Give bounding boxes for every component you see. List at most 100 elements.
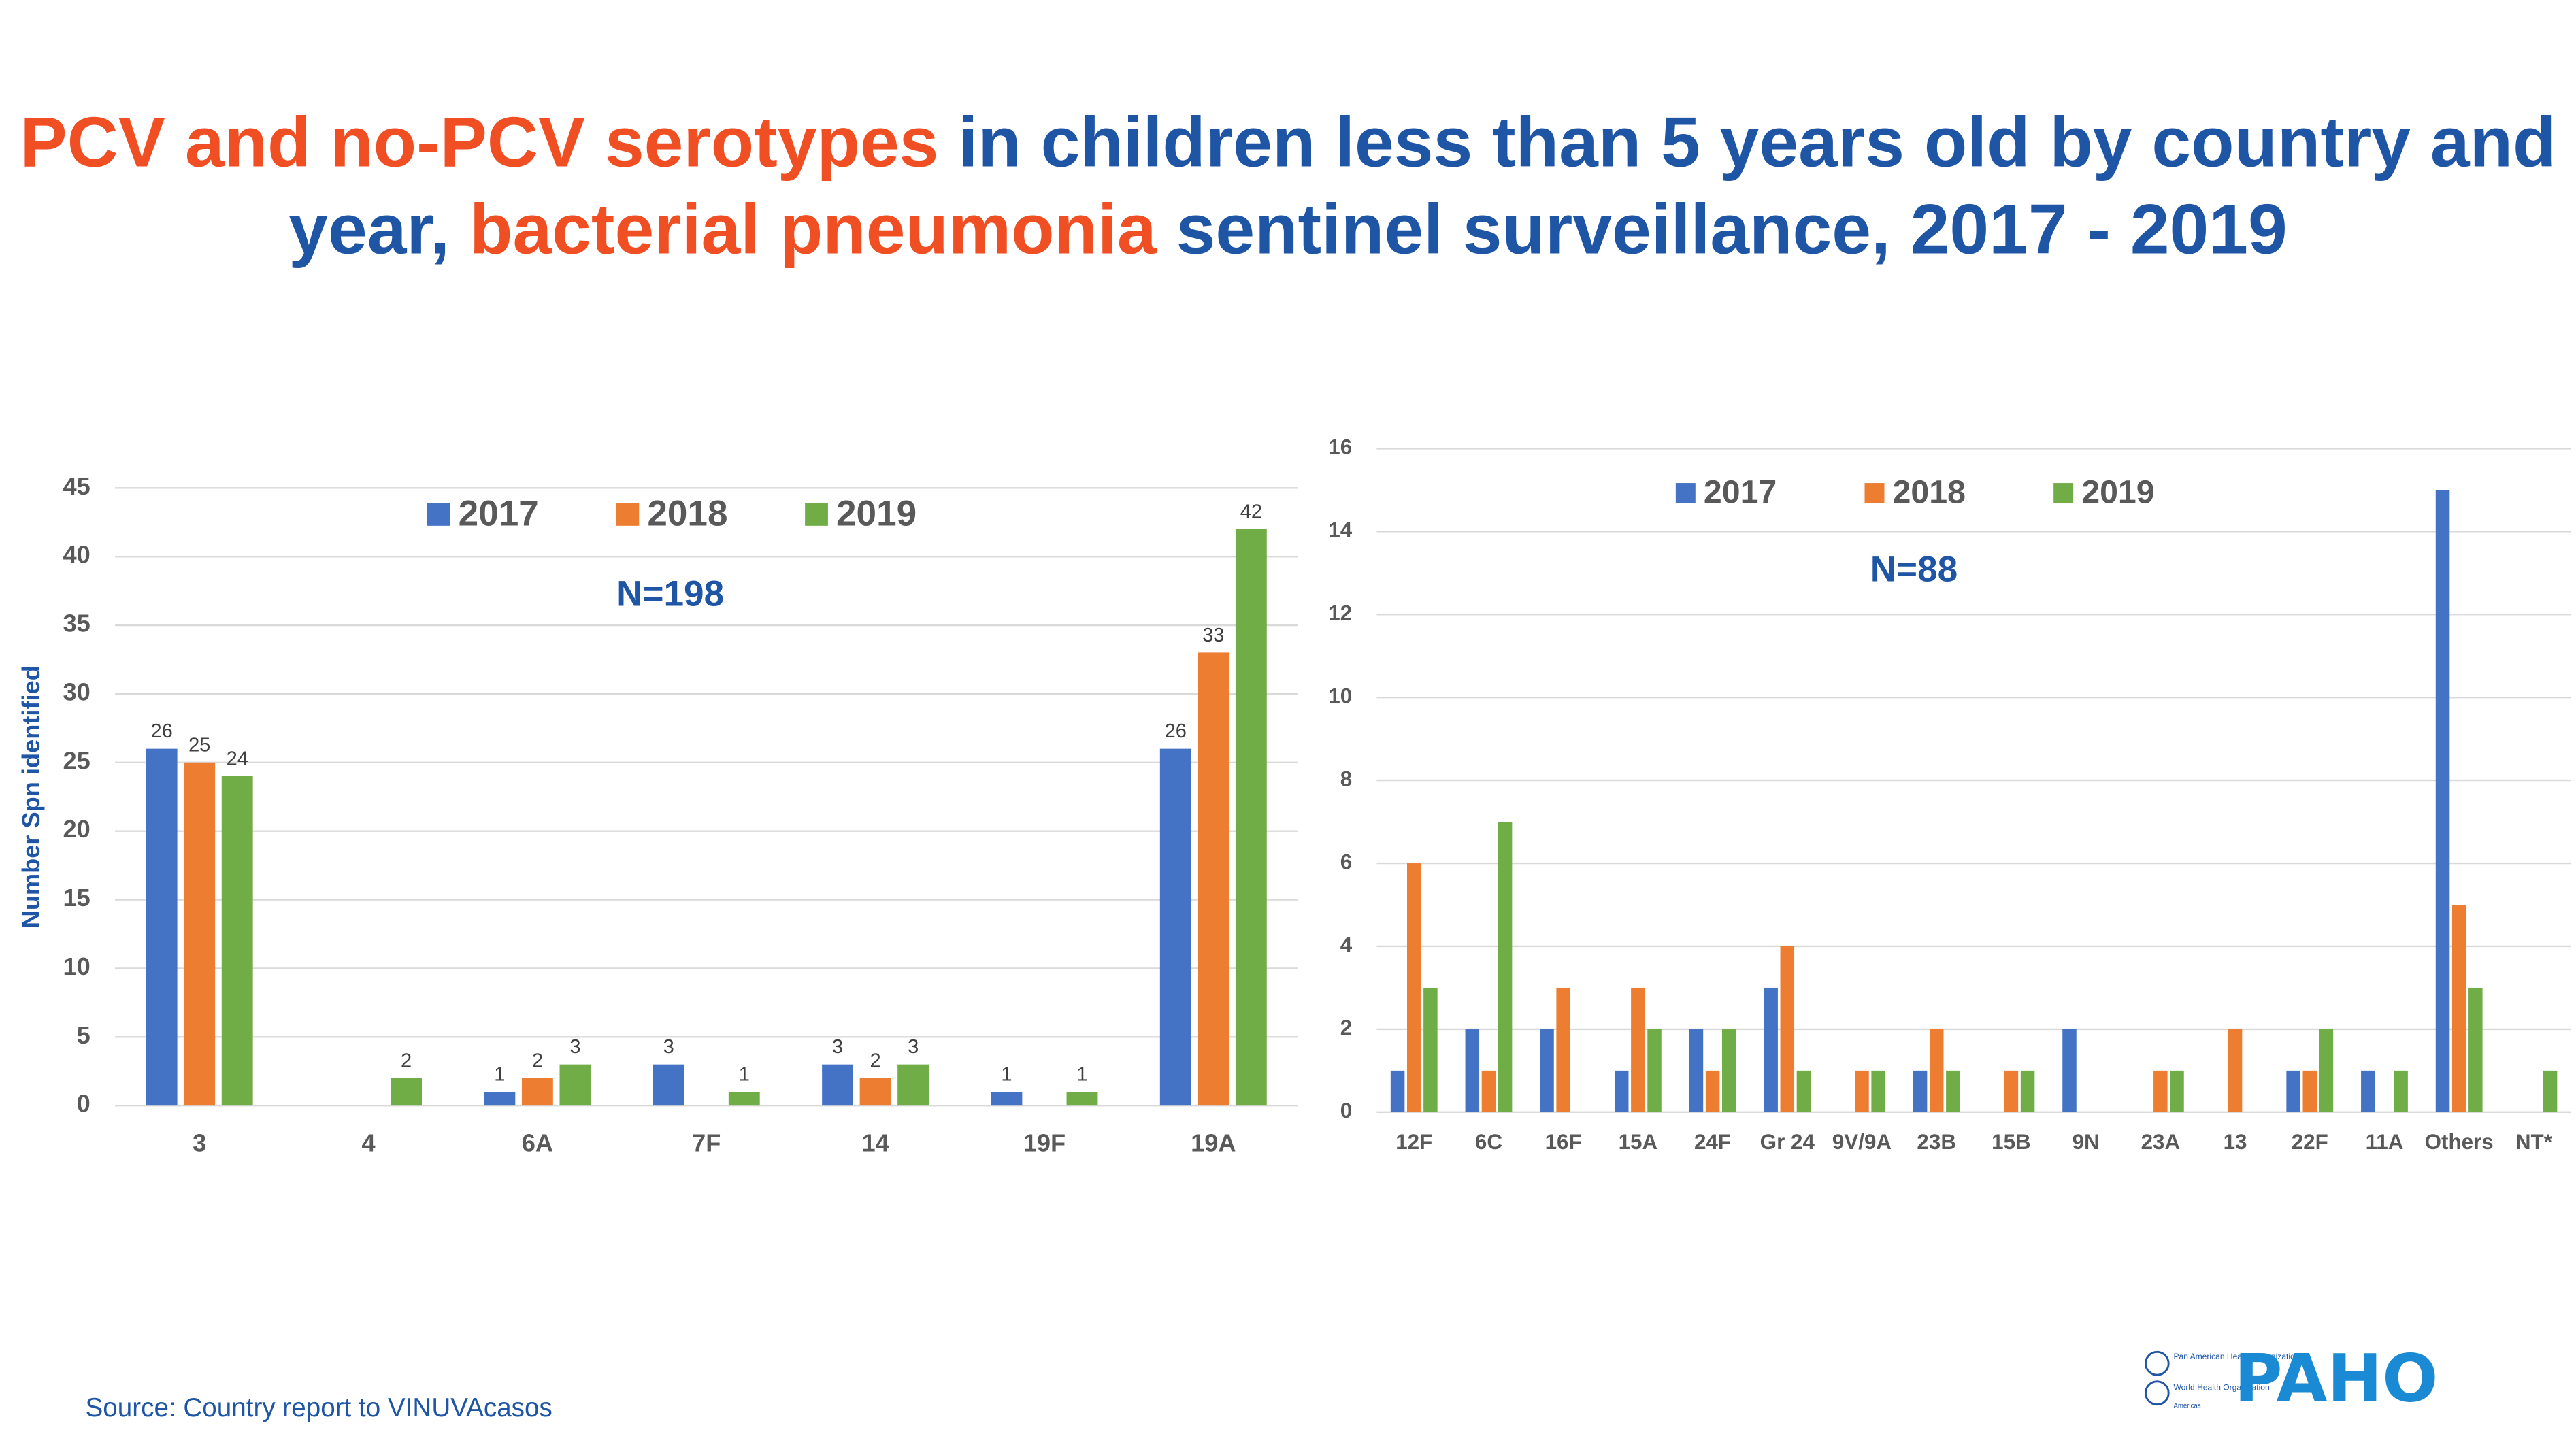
logo: Pan American Health Organization World H… (2144, 1340, 2438, 1417)
legend-label: 2017 (1704, 474, 1777, 511)
bar (1913, 1070, 1928, 1112)
data-label: 2 (532, 1050, 543, 1071)
bar (2468, 987, 2483, 1112)
x-tick-label: 11A (2366, 1130, 2404, 1154)
bar (1235, 529, 1267, 1106)
x-tick-label: 19A (1191, 1129, 1236, 1157)
bar (1198, 652, 1229, 1106)
x-tick-label: 23A (2141, 1130, 2181, 1154)
bar (1481, 1070, 1496, 1112)
annotation: N=88 (1870, 549, 1958, 589)
bar (184, 762, 216, 1106)
bar (822, 1064, 854, 1106)
y-tick-label: 0 (1340, 1099, 1352, 1122)
y-tick-label: 45 (63, 472, 90, 500)
y-tick-label: 16 (1328, 435, 1352, 459)
bar (991, 1091, 1023, 1106)
y-tick-label: 20 (63, 815, 90, 843)
x-tick-label: 14 (861, 1129, 889, 1157)
y-tick-label: 15 (63, 884, 90, 912)
bar (1647, 1029, 1662, 1112)
bar (2302, 1070, 2317, 1112)
bar (2361, 1070, 2375, 1112)
legend-swatch (1675, 483, 1696, 503)
logo-globe (2144, 1350, 2170, 1376)
bar (1871, 1070, 1885, 1112)
y-tick-label: 6 (1340, 850, 1352, 873)
data-label: 3 (908, 1036, 919, 1058)
title-segment: sentinel surveillance, 2017 - 2019 (1176, 190, 2288, 269)
x-tick-label: 15A (1619, 1130, 1658, 1154)
bar (1390, 1070, 1405, 1112)
logo-globe (2144, 1380, 2170, 1406)
bar (2062, 1029, 2077, 1112)
bar (1796, 1070, 1811, 1112)
bar (1689, 1029, 1704, 1112)
x-tick-label: 9V/9A (1832, 1130, 1892, 1154)
title: year, bacterial pneumonia sentinel surveil… (288, 190, 2288, 269)
bar (1780, 946, 1795, 1112)
y-tick-label: 2 (1340, 1016, 1352, 1039)
bar (484, 1091, 516, 1106)
x-tick-label: 3 (193, 1129, 206, 1157)
x-tick-label: 4 (361, 1129, 375, 1157)
logo-text: World Health Organization (2173, 1383, 2269, 1393)
bar (1946, 1070, 1960, 1112)
title: PCV and no-PCV serotypes in children less… (20, 103, 2556, 182)
bar (1423, 987, 1438, 1112)
bar (2286, 1070, 2300, 1112)
y-tick-label: 40 (63, 541, 90, 569)
bar (1556, 987, 1570, 1112)
legend-swatch (616, 503, 640, 526)
legend-swatch (427, 503, 450, 526)
x-tick-label: 23B (1917, 1130, 1956, 1154)
bar (1406, 863, 1421, 1112)
x-tick-label: Others (2425, 1130, 2494, 1154)
bar (2319, 1029, 2334, 1112)
y-axis-label: Number Spn identified (17, 665, 45, 928)
x-tick-label: 16F (1545, 1130, 1582, 1154)
title-segment: PCV and no-PCV serotypes (20, 103, 939, 182)
data-label: 1 (739, 1064, 750, 1086)
bar (2451, 904, 2466, 1112)
data-label: 25 (188, 734, 210, 756)
data-label: 33 (1202, 624, 1224, 646)
x-tick-label: 12F (1396, 1130, 1432, 1154)
bar (1705, 1070, 1720, 1112)
bar (521, 1078, 553, 1106)
legend-swatch (2053, 483, 2074, 503)
x-tick-label: 6C (1475, 1130, 1502, 1154)
y-tick-label: 12 (1328, 601, 1352, 625)
x-tick-label: 19F (1023, 1129, 1066, 1157)
legend-swatch (1864, 483, 1885, 503)
legend-label: 2018 (647, 493, 727, 533)
bar (728, 1091, 760, 1106)
data-label: 1 (1076, 1064, 1087, 1086)
x-tick-label: 9N (2073, 1130, 2100, 1154)
data-label: 26 (151, 720, 173, 742)
logo-text: Americas (2173, 1403, 2200, 1410)
y-tick-label: 10 (63, 952, 90, 980)
bar (146, 748, 178, 1106)
bar (221, 776, 253, 1106)
data-label: 3 (832, 1036, 843, 1058)
data-label: 3 (569, 1036, 580, 1058)
bar (2394, 1070, 2408, 1112)
y-tick-label: 5 (77, 1021, 90, 1049)
x-tick-label: Gr 24 (1760, 1130, 1815, 1154)
bar (1498, 822, 1513, 1112)
y-tick-label: 4 (1340, 933, 1353, 956)
y-tick-label: 10 (1328, 684, 1352, 707)
bar (653, 1064, 684, 1106)
title-segment: in children less than 5 years old by cou… (958, 103, 2556, 182)
data-label: 2 (870, 1050, 881, 1071)
bar (1631, 987, 1645, 1112)
bar (1721, 1029, 1736, 1112)
data-label: 2 (401, 1050, 412, 1071)
x-tick-label: 24F (1694, 1130, 1731, 1154)
bar (2543, 1070, 2558, 1112)
bar (1465, 1029, 1480, 1112)
x-tick-label: NT* (2515, 1130, 2553, 1154)
legend-label: 2019 (2081, 474, 2154, 511)
